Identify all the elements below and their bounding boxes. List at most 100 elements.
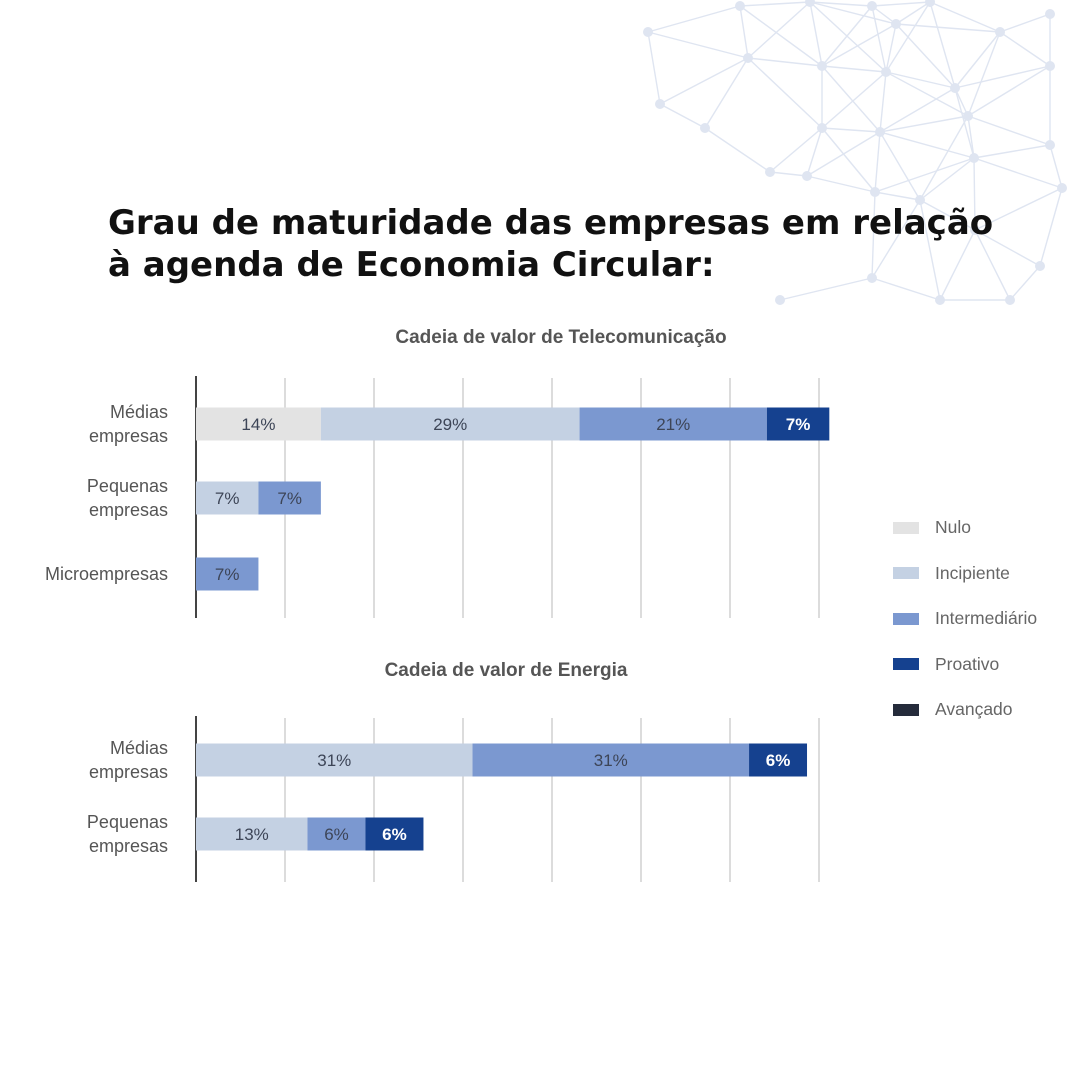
network-line [809,1,887,73]
network-line [821,65,887,73]
category-label-line: empresas [89,836,168,856]
network-node [775,295,785,305]
network-line [1039,187,1063,267]
data-label-incipiente: 31% [317,751,351,770]
category-label-line: Pequenas [87,812,168,832]
legend-item-intermediario: Intermediário [893,596,1073,642]
network-line [973,144,1051,159]
network-line [879,87,956,133]
network-line [821,127,876,193]
legend-label-proativo: Proativo [935,653,1000,674]
data-label-incipiente: 7% [215,489,240,508]
category-label-pequenas-empresas: Pequenas empresas [87,812,168,856]
network-line [747,57,823,67]
network-line [974,229,1041,267]
network-line [806,175,876,193]
bar-segment-incipiente [196,481,259,515]
category-label-line: empresas [89,762,168,782]
network-line [779,277,873,301]
network-node [935,295,945,305]
network-line [895,1,931,25]
network-line [967,65,1051,117]
network-line [879,115,969,133]
network-line [999,31,1051,67]
data-label-proativo: 6% [766,751,791,770]
network-node [950,83,960,93]
network-node [881,67,891,77]
legend-item-proativo: Proativo [893,642,1073,688]
network-node [817,61,827,71]
network-line [879,71,887,133]
data-label-intermediario: 6% [324,825,349,844]
network-line [999,13,1051,33]
category-label-line: Médias [110,402,168,422]
legend-item-nulo: Nulo [893,505,1073,551]
chart-legend: Nulo Incipiente Intermediário Proativo A… [893,505,1073,733]
network-line [871,191,876,279]
energy-chart-title: Cadeia de valor de Energia [384,660,628,681]
network-node [970,225,980,235]
network-line [919,199,976,231]
network-line [809,1,823,67]
network-line [974,187,1063,231]
network-node [925,0,935,7]
network-line [974,229,1011,301]
network-node [1045,61,1055,71]
network-line [747,57,823,129]
network-line [954,31,1001,89]
network-line [806,127,823,177]
legend-item-incipiente: Incipiente [893,551,1073,597]
network-line [821,5,873,67]
energy-chart: Médias empresas 31% 31% 6% Pequenas empresas 13… [87,716,820,882]
legend-item-avancado: Avançado [893,687,1073,733]
legend-swatch-avancado [893,703,919,716]
legend-label-avancado: Avançado [935,699,1013,720]
network-line [929,1,956,89]
network-node [655,99,665,109]
network-line [871,1,931,7]
network-node [1045,140,1055,150]
category-label-medias-empresas: Médias empresas [89,738,168,782]
bar-segment-incipiente [196,817,308,851]
network-line [871,277,941,301]
network-line [659,57,749,105]
network-node [870,187,880,197]
network-node [963,111,973,121]
network-line [879,131,975,159]
data-label-incipiente: 13% [235,825,269,844]
network-line [929,1,1001,33]
category-label-medias-empresas: Médias empresas [89,402,168,446]
data-label-nulo: 14% [241,415,275,434]
network-line [874,191,921,201]
data-label-intermediario: 7% [277,489,302,508]
network-line [954,65,1051,89]
network-line [879,131,921,201]
category-label-line: Pequenas [87,476,168,496]
network-line [885,71,969,117]
bar-segment-intermediario [258,481,321,515]
network-line [704,127,771,173]
network-line [967,115,975,159]
network-node [743,53,753,63]
network-line [939,229,976,301]
category-label-line: Microempresas [45,564,168,584]
network-line [704,57,749,129]
legend-swatch-intermediario [893,612,919,625]
network-line [821,127,881,133]
category-label-microempresas: Microempresas [45,564,168,584]
bar-segment-proativo [365,817,424,851]
network-line [809,1,897,25]
page-title: Grau de maturidade das empresas em relaç… [108,203,994,285]
network-node [817,123,827,133]
bar-segment-incipiente [320,407,580,441]
network-line [1049,144,1063,189]
network-node [735,1,745,11]
network-node [805,0,815,7]
bar-segment-intermediario [307,817,366,851]
category-label-line: Médias [110,738,168,758]
network-node [1045,9,1055,19]
network-line [769,127,823,173]
network-lines [647,1,1063,301]
network-line [967,31,1001,117]
bar-segment-incipiente [196,743,473,777]
